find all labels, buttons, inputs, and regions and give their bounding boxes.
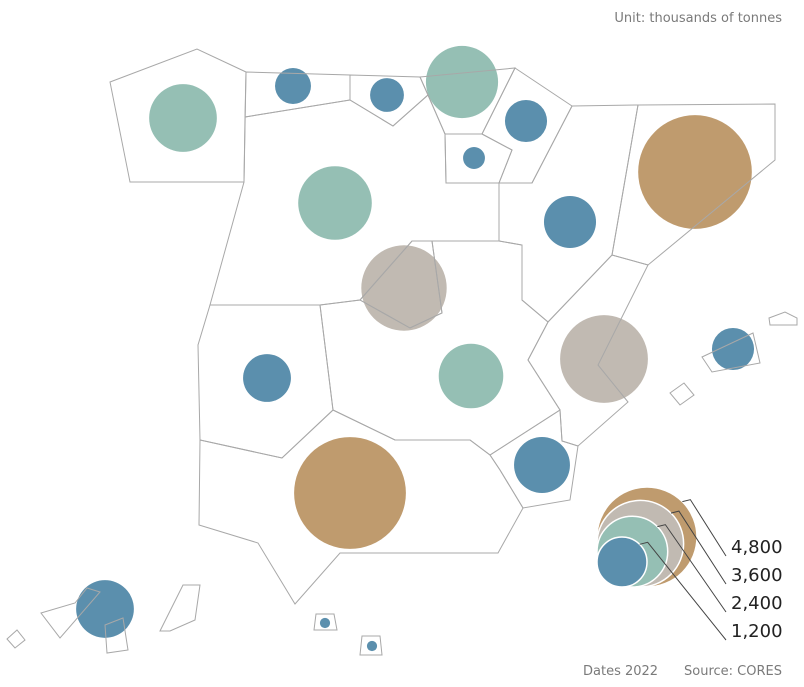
region xyxy=(198,409,524,605)
region xyxy=(701,332,761,373)
source: Source: CORES xyxy=(684,664,782,679)
bubble xyxy=(361,245,447,331)
unit-note: Unit: thousands of tonnes xyxy=(614,11,782,26)
region xyxy=(611,103,776,266)
region xyxy=(527,254,649,447)
region-outlines xyxy=(6,48,798,656)
bubble xyxy=(463,147,485,169)
bubble xyxy=(425,45,499,119)
bubble xyxy=(294,437,406,549)
bubble xyxy=(76,580,134,638)
region xyxy=(6,629,26,649)
bubble xyxy=(711,327,755,371)
legend-bubble xyxy=(596,536,648,588)
region xyxy=(313,613,338,631)
legend-label: 3,600 xyxy=(731,565,783,586)
bubble xyxy=(275,68,311,104)
bubble xyxy=(504,99,548,143)
region xyxy=(159,584,201,632)
legend-label: 1,200 xyxy=(731,621,783,642)
bubble xyxy=(149,84,217,152)
bubble xyxy=(438,343,504,409)
leader-line xyxy=(639,541,727,641)
region xyxy=(768,311,798,326)
bubble xyxy=(514,437,570,493)
region xyxy=(669,382,695,406)
region xyxy=(40,587,101,639)
region xyxy=(104,617,129,654)
legend-label: 2,400 xyxy=(731,593,783,614)
bubble xyxy=(366,640,378,652)
leader-line xyxy=(670,510,727,585)
leader-line xyxy=(657,524,727,613)
legend-label: 4,800 xyxy=(731,537,783,558)
date-note: Dates 2022 xyxy=(583,664,658,679)
bubble xyxy=(638,115,752,229)
bubble xyxy=(560,315,648,403)
bubble-layer xyxy=(76,45,755,652)
bubble xyxy=(319,617,331,629)
region xyxy=(359,635,383,656)
bubble xyxy=(298,166,372,240)
legend: 4,800 3,600 2,400 1,200 xyxy=(596,486,783,642)
leader-line xyxy=(682,499,727,557)
bubble xyxy=(543,195,597,249)
bubble xyxy=(370,78,404,112)
bubble xyxy=(243,354,291,402)
